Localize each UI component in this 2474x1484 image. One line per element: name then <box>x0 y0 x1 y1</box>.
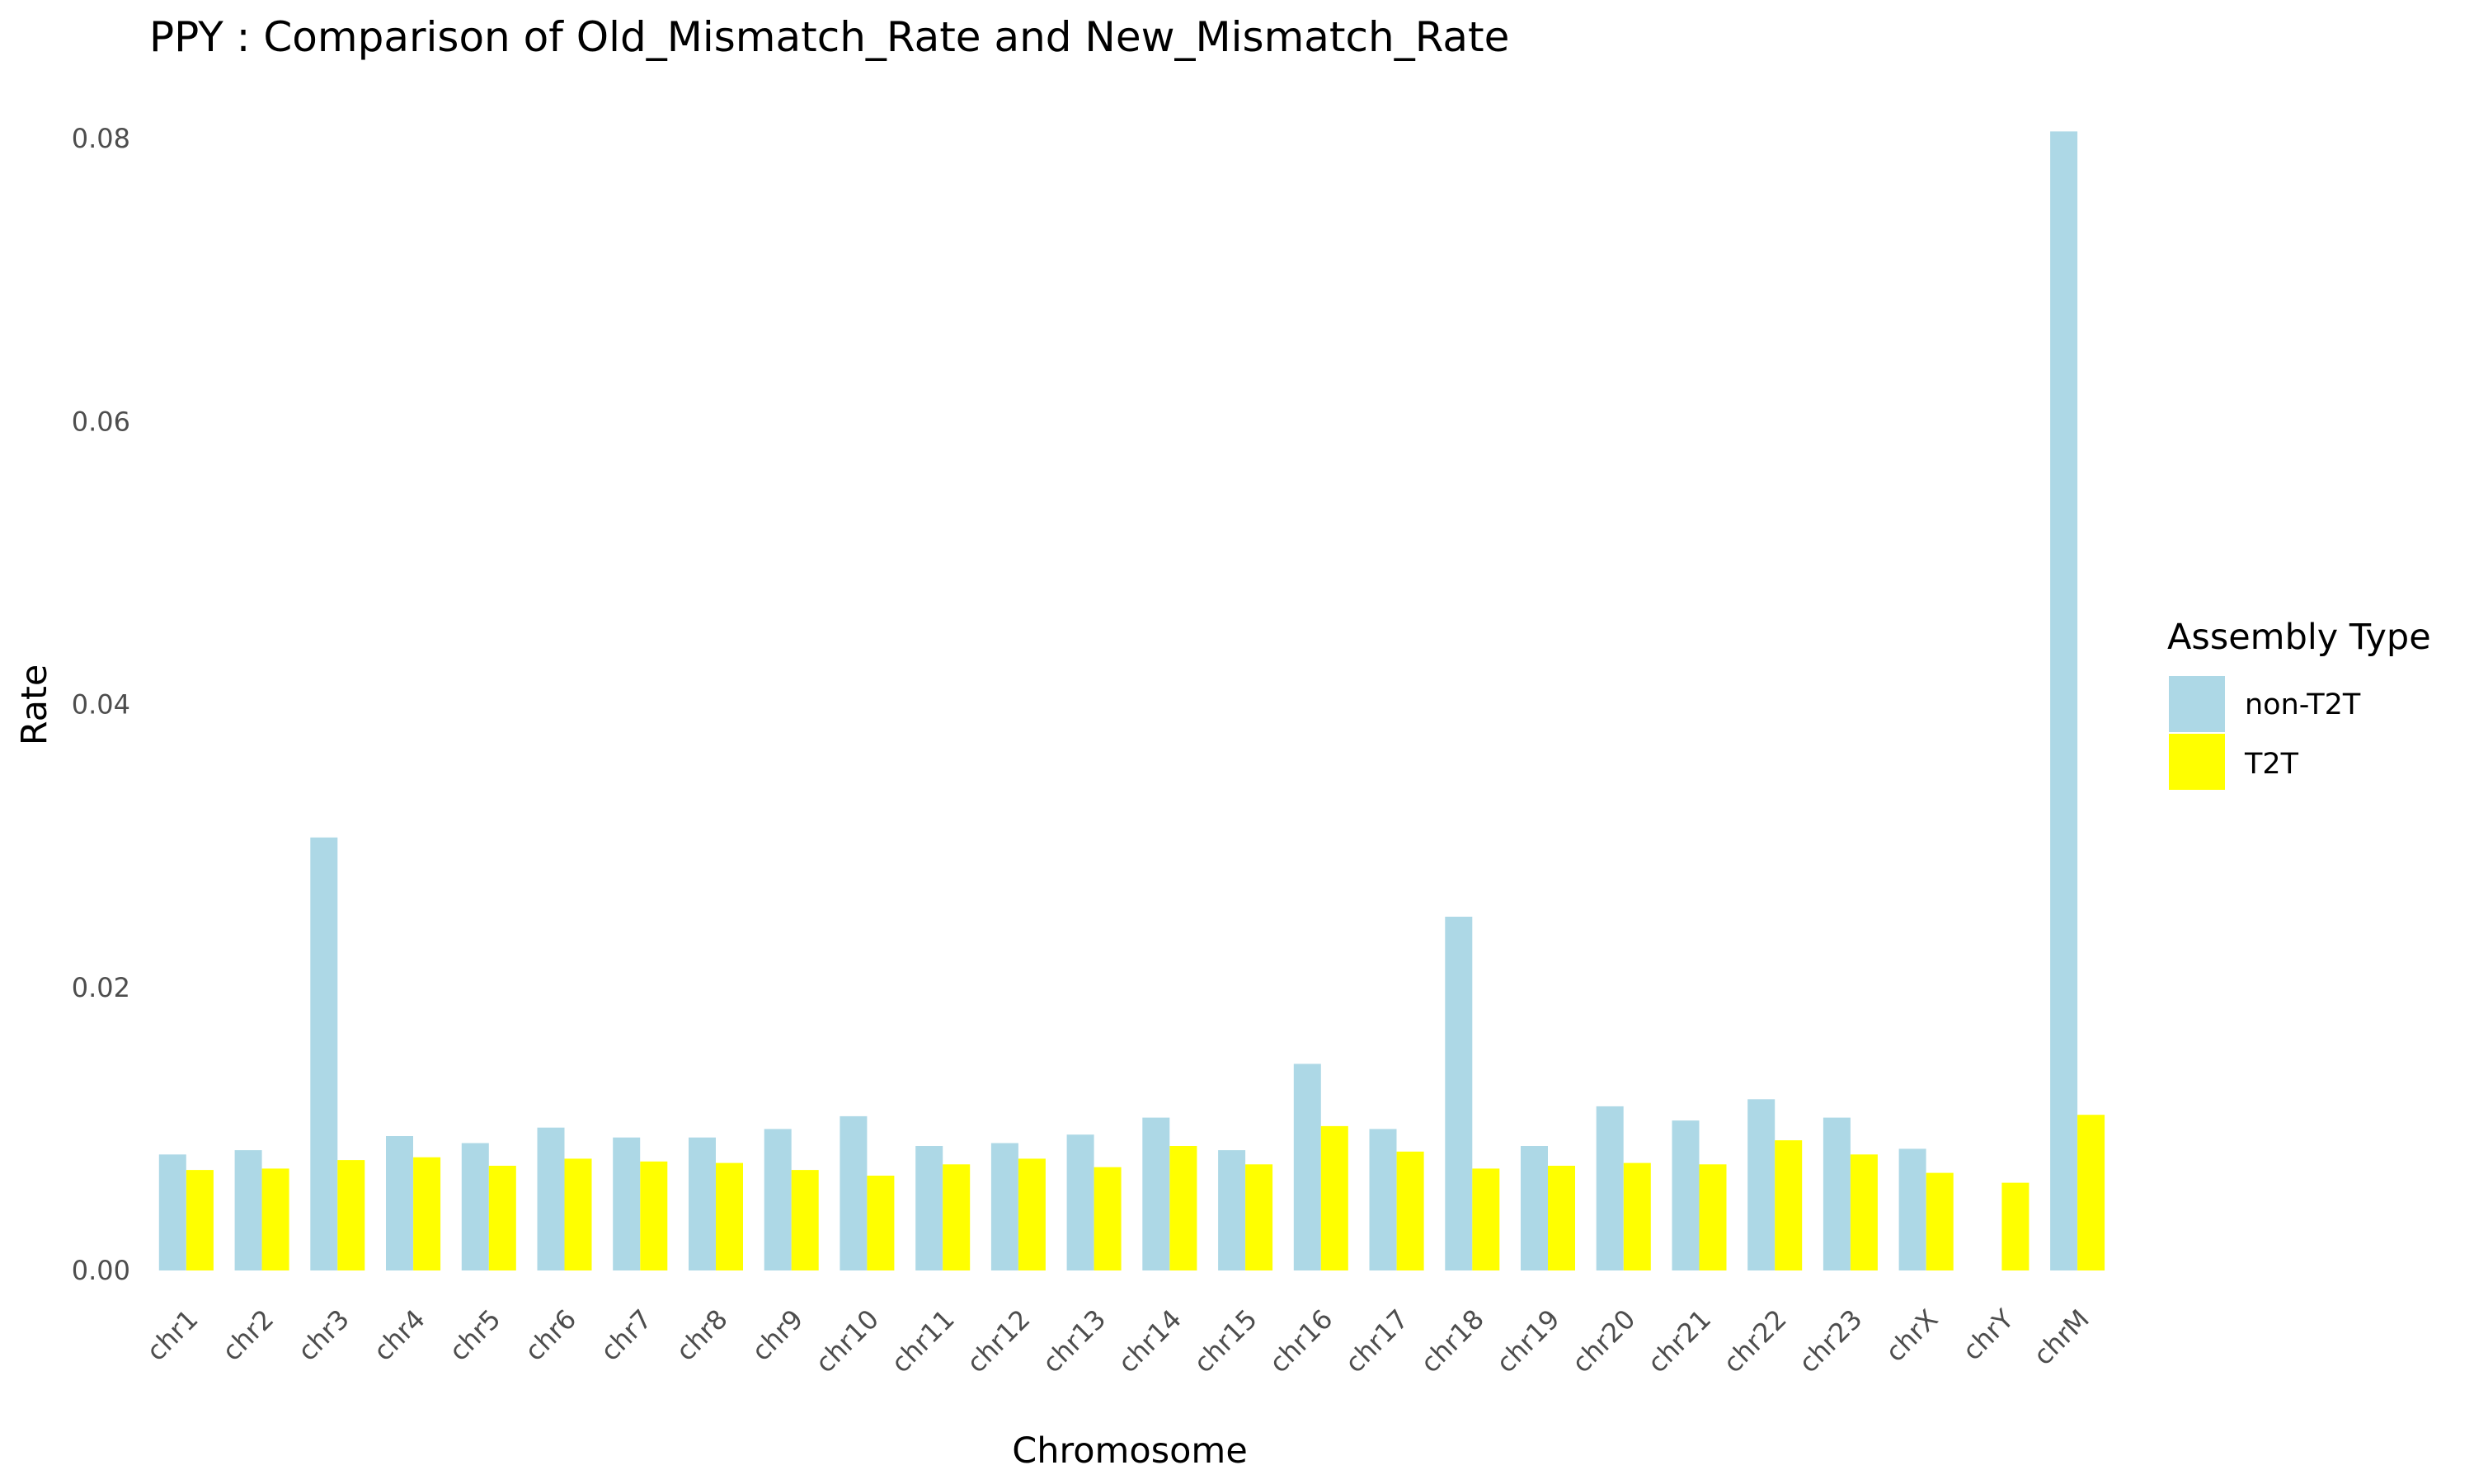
x-tick-label: chrY <box>1956 1303 2020 1366</box>
x-axis: chr1 chr2 chr3 chr4 chr5 chr6 chr7 chr8 chr9 chr1… <box>140 1303 2095 1378</box>
y-tick-label: 0.02 <box>72 972 130 1003</box>
bar-chr2-t2t <box>261 1168 289 1270</box>
bar-chr3-non-t2t <box>310 837 338 1270</box>
bar-chr16-t2t <box>1320 1125 1348 1270</box>
x-tick-label: chr16 <box>1263 1303 1339 1379</box>
bar-chr22-non-t2t <box>1747 1099 1776 1270</box>
bar-chr20-non-t2t <box>1596 1106 1624 1270</box>
bar-chr17-non-t2t <box>1369 1129 1397 1270</box>
y-tick-label: 0.06 <box>72 406 130 437</box>
legend-swatch-non-t2t <box>2169 676 2225 732</box>
bar-chr23-non-t2t <box>1823 1117 1851 1270</box>
bar-chr2-non-t2t <box>234 1150 262 1270</box>
legend-swatch-t2t <box>2169 734 2225 790</box>
bar-chr15-t2t <box>1245 1164 1273 1270</box>
bar-chr21-t2t <box>1699 1164 1727 1270</box>
bar-chr9-t2t <box>791 1170 819 1270</box>
y-tick-label: 0.08 <box>72 123 130 154</box>
bar-chr13-t2t <box>1094 1167 1122 1270</box>
x-tick-label: chrX <box>1879 1303 1944 1368</box>
x-tick-label: chr11 <box>885 1303 961 1379</box>
bars <box>158 131 2105 1270</box>
x-tick-label: chr13 <box>1037 1303 1112 1379</box>
bar-chr14-t2t <box>1169 1146 1197 1270</box>
bar-chr10-non-t2t <box>840 1115 868 1270</box>
bar-chr5-t2t <box>488 1166 516 1270</box>
bar-chr23-t2t <box>1850 1154 1878 1270</box>
bar-chrM-non-t2t <box>2050 131 2078 1270</box>
y-axis: 0.00 0.02 0.04 0.06 0.08 <box>72 123 130 1286</box>
x-tick-label: chr17 <box>1339 1303 1415 1379</box>
x-tick-label: chr23 <box>1793 1303 1869 1379</box>
x-tick-label: chr3 <box>292 1303 355 1367</box>
x-tick-label: chr6 <box>519 1303 582 1367</box>
legend-title: Assembly Type <box>2167 617 2431 658</box>
x-tick-label: chr2 <box>216 1303 280 1367</box>
bar-chr17-t2t <box>1396 1151 1424 1270</box>
bar-chr8-t2t <box>716 1162 743 1270</box>
bar-chr18-t2t <box>1472 1168 1500 1270</box>
bar-chr15-non-t2t <box>1218 1150 1246 1270</box>
x-tick-label: chr15 <box>1188 1303 1263 1379</box>
bar-chr3-t2t <box>337 1160 365 1270</box>
x-tick-label: chr20 <box>1566 1303 1642 1379</box>
y-tick-label: 0.04 <box>72 689 130 721</box>
x-tick-label: chr18 <box>1414 1303 1490 1379</box>
x-tick-label: chr14 <box>1112 1303 1188 1379</box>
x-tick-label: chr7 <box>595 1303 658 1367</box>
bar-chr19-non-t2t <box>1521 1146 1548 1270</box>
bar-chr7-t2t <box>640 1161 668 1270</box>
bar-chr6-non-t2t <box>537 1127 565 1270</box>
bar-chr11-t2t <box>943 1164 971 1270</box>
bar-chr14-non-t2t <box>1142 1117 1170 1270</box>
x-tick-label: chr1 <box>140 1303 204 1367</box>
x-tick-label: chr9 <box>745 1303 809 1367</box>
bar-chr9-non-t2t <box>764 1129 792 1270</box>
x-tick-label: chr21 <box>1641 1303 1717 1379</box>
bar-chr4-non-t2t <box>386 1136 413 1270</box>
x-tick-label: chr8 <box>670 1303 733 1367</box>
bar-chr18-non-t2t <box>1445 916 1473 1270</box>
x-axis-title: Chromosome <box>1012 1430 1248 1472</box>
x-tick-label: chr22 <box>1717 1303 1793 1379</box>
bar-chrY-t2t <box>2001 1182 2030 1270</box>
x-tick-label: chr19 <box>1490 1303 1566 1379</box>
y-tick-label: 0.00 <box>72 1255 130 1286</box>
y-axis-title: Rate <box>14 665 55 746</box>
x-tick-label: chr5 <box>443 1303 506 1367</box>
bar-chr22-t2t <box>1775 1140 1803 1270</box>
bar-chr10-t2t <box>867 1176 895 1270</box>
x-tick-label: chr10 <box>809 1303 885 1379</box>
bar-chr1-t2t <box>186 1170 214 1270</box>
bar-chrM-t2t <box>2077 1115 2105 1270</box>
bar-chr6-t2t <box>564 1158 592 1270</box>
legend-label-t2t: T2T <box>2244 748 2299 781</box>
chart-title: PPY : Comparison of Old_Mismatch_Rate an… <box>149 13 1509 61</box>
bar-chrX-t2t <box>1926 1172 1954 1270</box>
x-tick-label: chr12 <box>961 1303 1037 1379</box>
bar-chr11-non-t2t <box>915 1146 943 1270</box>
bar-chr4-t2t <box>413 1157 441 1270</box>
bar-chr12-non-t2t <box>990 1143 1018 1270</box>
bar-chr1-non-t2t <box>158 1154 186 1270</box>
bar-chr12-t2t <box>1018 1158 1046 1270</box>
bar-chr13-non-t2t <box>1066 1134 1094 1270</box>
legend: Assembly Type non-T2T T2T <box>2167 617 2431 790</box>
bar-chr5-non-t2t <box>461 1143 489 1270</box>
bar-chr20-t2t <box>1623 1162 1651 1270</box>
bar-chr7-non-t2t <box>613 1137 641 1270</box>
bar-chr21-non-t2t <box>1672 1120 1700 1270</box>
x-tick-label: chrM <box>2027 1303 2095 1371</box>
legend-label-non-t2t: non-T2T <box>2245 688 2361 721</box>
bar-chr19-t2t <box>1548 1166 1575 1270</box>
x-tick-label: chr4 <box>367 1303 430 1367</box>
bar-chr8-non-t2t <box>689 1137 716 1270</box>
bar-chrX-non-t2t <box>1898 1148 1926 1270</box>
bar-chr16-non-t2t <box>1293 1064 1321 1270</box>
